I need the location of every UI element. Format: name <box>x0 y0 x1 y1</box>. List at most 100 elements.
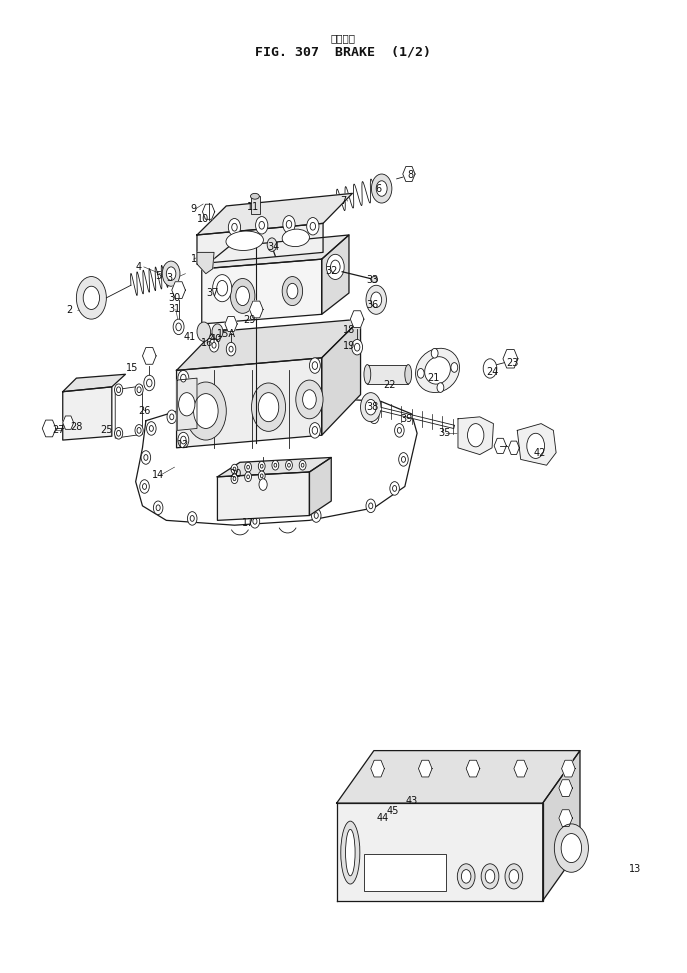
Polygon shape <box>202 234 349 269</box>
Circle shape <box>274 463 277 467</box>
Circle shape <box>139 480 149 493</box>
Circle shape <box>296 380 323 418</box>
Circle shape <box>458 864 475 889</box>
Circle shape <box>483 359 497 378</box>
Circle shape <box>146 379 152 387</box>
Text: 34: 34 <box>267 241 280 252</box>
Circle shape <box>179 393 195 415</box>
Circle shape <box>167 410 177 423</box>
Text: 18: 18 <box>343 325 355 335</box>
Circle shape <box>325 402 335 415</box>
Polygon shape <box>135 398 417 525</box>
Circle shape <box>311 509 321 523</box>
Circle shape <box>259 479 267 490</box>
Bar <box>364 854 446 891</box>
Text: 39: 39 <box>400 414 412 424</box>
Polygon shape <box>337 750 580 803</box>
Circle shape <box>554 824 588 872</box>
Circle shape <box>365 400 376 414</box>
Circle shape <box>194 394 218 428</box>
Circle shape <box>328 406 332 412</box>
Circle shape <box>369 503 373 509</box>
Circle shape <box>170 414 174 419</box>
Circle shape <box>185 382 226 440</box>
Text: 42: 42 <box>534 448 546 457</box>
Ellipse shape <box>282 229 309 246</box>
Polygon shape <box>559 779 572 797</box>
Circle shape <box>212 324 223 340</box>
Circle shape <box>397 427 401 433</box>
Circle shape <box>462 870 471 883</box>
Text: 15: 15 <box>126 364 139 374</box>
Circle shape <box>481 864 499 889</box>
Circle shape <box>233 467 236 471</box>
Text: 8: 8 <box>407 170 414 180</box>
Circle shape <box>561 834 582 863</box>
Text: 7: 7 <box>340 197 347 206</box>
Polygon shape <box>177 378 197 430</box>
Circle shape <box>176 323 181 331</box>
Circle shape <box>366 499 376 513</box>
Circle shape <box>217 280 227 296</box>
Circle shape <box>267 237 277 251</box>
Ellipse shape <box>251 194 259 199</box>
Ellipse shape <box>341 821 360 884</box>
Circle shape <box>142 484 146 489</box>
Text: FIG. 307  BRAKE  (1/2): FIG. 307 BRAKE (1/2) <box>256 46 431 58</box>
Circle shape <box>231 464 238 474</box>
Circle shape <box>288 463 291 467</box>
Polygon shape <box>559 810 572 826</box>
Circle shape <box>236 286 249 306</box>
Circle shape <box>178 432 189 448</box>
Circle shape <box>188 512 197 525</box>
Circle shape <box>210 339 218 352</box>
Circle shape <box>314 513 318 519</box>
Circle shape <box>259 222 264 230</box>
Polygon shape <box>63 387 112 440</box>
Circle shape <box>366 285 386 314</box>
Circle shape <box>431 348 438 358</box>
Text: 13: 13 <box>629 864 641 874</box>
Circle shape <box>302 463 304 467</box>
Circle shape <box>245 462 251 472</box>
Polygon shape <box>172 282 185 299</box>
Circle shape <box>398 452 408 466</box>
Text: 27: 27 <box>52 425 65 435</box>
Circle shape <box>233 477 236 481</box>
Circle shape <box>181 436 186 444</box>
Text: 26: 26 <box>138 406 150 416</box>
Circle shape <box>302 390 316 409</box>
Circle shape <box>354 343 360 351</box>
Polygon shape <box>43 420 56 437</box>
Circle shape <box>376 181 387 197</box>
Text: 10: 10 <box>197 213 210 224</box>
Polygon shape <box>350 310 364 328</box>
Circle shape <box>352 340 363 355</box>
Ellipse shape <box>371 276 378 282</box>
Polygon shape <box>403 166 415 182</box>
Polygon shape <box>458 416 493 454</box>
Circle shape <box>144 454 148 460</box>
Circle shape <box>392 486 396 491</box>
Circle shape <box>505 864 523 889</box>
Ellipse shape <box>364 365 371 384</box>
Ellipse shape <box>346 829 355 876</box>
Polygon shape <box>197 252 214 273</box>
Text: 35: 35 <box>438 428 451 438</box>
Polygon shape <box>561 760 575 777</box>
Circle shape <box>306 218 319 234</box>
Circle shape <box>371 292 382 307</box>
Text: 43: 43 <box>405 796 418 806</box>
Text: 29: 29 <box>243 315 256 325</box>
Text: 45: 45 <box>386 806 398 815</box>
Text: ブレーキ: ブレーキ <box>331 34 356 44</box>
Circle shape <box>83 286 100 309</box>
Text: 32: 32 <box>325 266 337 275</box>
Circle shape <box>149 425 153 431</box>
Text: 21: 21 <box>427 374 440 383</box>
Circle shape <box>330 260 340 273</box>
Ellipse shape <box>405 365 412 384</box>
Circle shape <box>230 278 255 313</box>
Text: 44: 44 <box>377 813 389 823</box>
Text: 41: 41 <box>184 332 196 342</box>
